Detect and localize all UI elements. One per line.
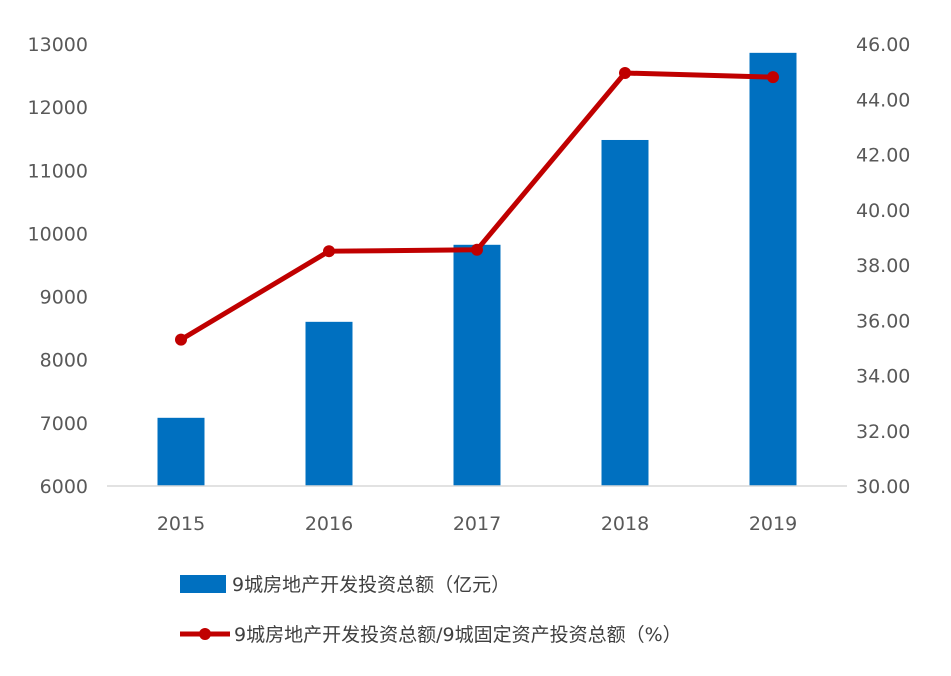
y-right-tick-label: 42.00 (856, 145, 910, 167)
x-tick-label: 2019 (749, 513, 797, 535)
legend-line-label: 9城房地产开发投资总额/9城固定资产投资总额（%） (234, 624, 682, 646)
legend-bar-label: 9城房地产开发投资总额（亿元） (232, 574, 510, 596)
x-tick-label: 2017 (453, 513, 501, 535)
legend-line-marker (199, 628, 211, 640)
y-left-tick-label: 8000 (40, 350, 88, 372)
y-left-tick-label: 13000 (28, 34, 88, 56)
bar (453, 244, 501, 486)
y-left-tick-label: 9000 (40, 287, 88, 309)
y-right-tick-label: 40.00 (856, 200, 910, 222)
y-right-tick-label: 46.00 (856, 34, 910, 56)
ratio-point (767, 71, 779, 84)
y-left-tick-label: 12000 (28, 97, 88, 119)
ratio-point (175, 333, 187, 346)
y-right-tick-label: 36.00 (856, 310, 910, 332)
ratio-point (619, 67, 631, 80)
ratio-point (471, 243, 483, 256)
y-left-tick-label: 6000 (40, 476, 88, 498)
bar (749, 52, 797, 487)
y-right-tick-label: 32.00 (856, 421, 910, 443)
y-left-tick-label: 10000 (28, 223, 88, 245)
y-right-tick-label: 44.00 (856, 89, 910, 111)
legend-bar-swatch (180, 575, 226, 593)
y-right-tick-label: 38.00 (856, 255, 910, 277)
bar (305, 321, 353, 486)
y-left-tick-label: 7000 (40, 413, 88, 435)
x-tick-label: 2018 (601, 513, 649, 535)
bar (601, 139, 649, 486)
y-left-tick-label: 11000 (28, 160, 88, 182)
y-right-tick-label: 30.00 (856, 476, 910, 498)
ratio-point (323, 245, 335, 258)
bar (157, 417, 205, 486)
y-right-tick-label: 34.00 (856, 366, 910, 388)
x-tick-label: 2015 (157, 513, 205, 535)
x-tick-label: 2016 (305, 513, 353, 535)
